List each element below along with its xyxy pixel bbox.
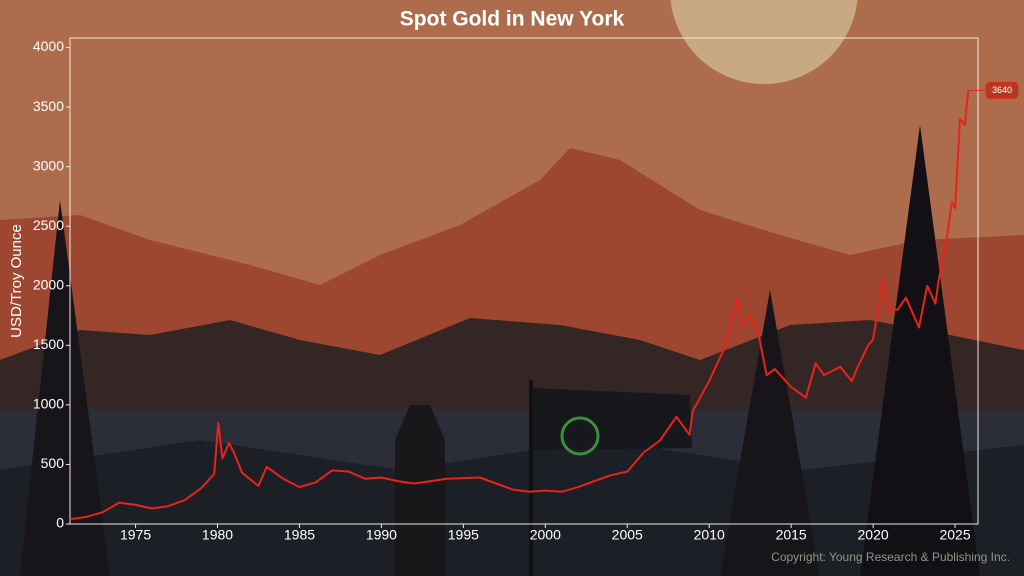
y-tick-label: 4000 [33, 38, 64, 54]
y-tick-label: 1000 [33, 396, 64, 412]
plot-frame [69, 37, 979, 525]
x-tick-label: 1975 [120, 527, 151, 543]
x-tick-label: 1985 [284, 527, 315, 543]
y-tick-label: 500 [41, 455, 65, 471]
x-tick-label: 2000 [530, 527, 561, 543]
y-tick-label: 3000 [33, 157, 64, 173]
copyright: Copyright: Young Research & Publishing I… [771, 550, 1010, 564]
x-tick-label: 2020 [858, 527, 889, 543]
x-tick-label: 1980 [202, 527, 233, 543]
x-tick-label: 2015 [776, 527, 807, 543]
price-line [69, 90, 970, 521]
y-tick-label: 2000 [33, 276, 64, 292]
last-value-label: 3640 [992, 85, 1012, 95]
x-tick-label: 1990 [366, 527, 397, 543]
y-axis-label: USD/Troy Ounce [8, 224, 25, 338]
y-tick-label: 0 [56, 515, 64, 531]
y-tick-label: 2500 [33, 217, 64, 233]
y-tick-label: 1500 [33, 336, 64, 352]
x-tick-label: 2010 [694, 527, 725, 543]
x-tick-label: 2025 [939, 527, 970, 543]
chart-title: Spot Gold in New York [400, 8, 625, 31]
y-tick-label: 3500 [33, 98, 64, 114]
x-tick-label: 1995 [448, 527, 479, 543]
x-tick-label: 2005 [612, 527, 643, 543]
last-value-box [985, 81, 1019, 99]
